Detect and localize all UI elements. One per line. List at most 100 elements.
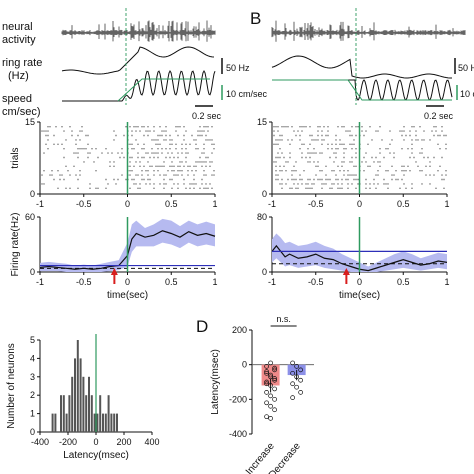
scalebar-time-right: 0.2 sec xyxy=(424,111,454,121)
summary-point xyxy=(268,374,273,380)
significance-label: n.s. xyxy=(276,314,291,324)
histogram-bar xyxy=(113,413,116,432)
summary-point xyxy=(272,396,277,402)
label-neural: neural xyxy=(2,21,33,33)
summary-point xyxy=(264,370,269,376)
rate-right-error-band xyxy=(272,233,447,272)
summary-point xyxy=(272,377,277,383)
rate-left-ytick-label: 60 xyxy=(25,212,35,222)
label-speed: speed xyxy=(2,93,32,105)
speed-envelope-left xyxy=(117,78,210,102)
histogram-bar xyxy=(102,413,104,432)
rate-right-xtick-label: 1 xyxy=(444,277,449,287)
rate-left-xtick-label: -0.5 xyxy=(76,277,92,287)
summary-point xyxy=(294,384,299,390)
histogram-bar xyxy=(90,395,93,432)
summary-point xyxy=(268,372,273,378)
panel-label-d: D xyxy=(196,317,208,336)
raster-right-xtick-label: -0.5 xyxy=(308,199,324,209)
histogram-bar xyxy=(68,395,71,432)
raster-right-xtick-label: 0.5 xyxy=(397,199,410,209)
summary-point xyxy=(268,383,273,388)
rate-left-xtick-label: 0.5 xyxy=(165,277,178,287)
raster-right-xtick-label: 1 xyxy=(444,199,449,209)
rate-left-ytick-label: 0 xyxy=(30,267,35,277)
firing-trace-left xyxy=(61,46,215,75)
raster-right-xtick-label: -1 xyxy=(268,199,276,209)
summary-point xyxy=(290,381,295,387)
raster-left-xtick-label: 1 xyxy=(212,199,217,209)
rate-left-mean-line xyxy=(39,230,216,270)
raster-left-xtick-label: 0.5 xyxy=(165,199,178,209)
rate-left-xtick-label: 1 xyxy=(212,277,217,287)
rate-right-xtick-label: 0 xyxy=(357,277,362,287)
histogram-bar xyxy=(116,413,118,432)
histogram-bar xyxy=(65,413,68,432)
summary-point xyxy=(264,381,269,387)
neural-trace-left xyxy=(61,20,216,42)
rate-left-xtick-label: 0 xyxy=(125,277,130,287)
summary-ylabel: Latency(msec) xyxy=(210,349,221,415)
summary-point xyxy=(272,365,277,371)
rate-left-onset-arrowhead xyxy=(110,268,118,275)
histogram-bar xyxy=(85,395,88,432)
latency-histogram-xtick-label: 0 xyxy=(93,437,98,447)
rate-right-xtick-label: 0.5 xyxy=(397,277,410,287)
example-traces xyxy=(61,8,466,105)
rate-left-xtick-label: -1 xyxy=(36,277,44,287)
summary-point xyxy=(298,367,303,373)
raster-left-ytick-label: 0 xyxy=(30,189,35,199)
firing-trace-right xyxy=(271,55,453,79)
raster-left-ylabel: trials xyxy=(10,147,21,168)
latency-histogram-xtick-label: -400 xyxy=(31,437,49,447)
latency-histogram-ytick-label: 2 xyxy=(30,390,35,400)
rate-right-xlabel: time(sec) xyxy=(339,290,380,301)
histogram-bar xyxy=(93,413,96,432)
histogram-bar xyxy=(51,413,54,432)
summary-point xyxy=(272,407,277,413)
summary-point xyxy=(298,390,303,395)
summary-point xyxy=(268,416,273,421)
summary-point xyxy=(272,367,277,373)
histogram-bar xyxy=(88,376,90,432)
summary-ytick-label: 0 xyxy=(242,360,247,370)
histogram-xlabel: Latency(msec) xyxy=(63,450,129,461)
summary-point xyxy=(290,370,295,376)
histogram-bar xyxy=(107,395,110,432)
summary-point xyxy=(298,377,303,383)
summary-ytick-label: -200 xyxy=(229,394,247,404)
scalebar-hz-right: 50 H xyxy=(458,63,474,73)
summary-point xyxy=(294,374,299,380)
summary-point xyxy=(294,364,299,369)
summary-point xyxy=(264,364,269,369)
latency-histogram-ytick-label: 0 xyxy=(30,427,35,437)
raster-right-ytick-label: 15 xyxy=(257,117,267,127)
latency-histogram-xtick-label: -200 xyxy=(59,437,77,447)
raster-right-ytick-label: 0 xyxy=(262,189,267,199)
summary-point xyxy=(268,403,273,409)
label-hz: (Hz) xyxy=(8,70,29,82)
histogram-bar xyxy=(99,395,102,432)
histogram-bar xyxy=(74,358,76,432)
histogram-bar xyxy=(60,395,62,432)
scalebar-hz-left: 50 Hz xyxy=(226,63,250,73)
rate-right-ytick-label: 0 xyxy=(262,267,267,277)
summary-point xyxy=(268,393,273,399)
summary-point xyxy=(264,400,269,406)
summary-point xyxy=(268,360,273,366)
summary-ytick-label: 200 xyxy=(232,325,247,335)
histogram-bar xyxy=(79,358,82,432)
histogram-bar xyxy=(71,376,74,432)
latency-histogram-ytick-label: 4 xyxy=(30,353,35,363)
summary-ytick-label: -400 xyxy=(229,429,247,439)
raster-right-xtick-label: 0 xyxy=(357,199,362,209)
latency-histogram-ytick-label: 5 xyxy=(30,335,35,345)
summary-point xyxy=(264,369,269,374)
scalebar-speed-left: 10 cm/sec xyxy=(226,89,268,99)
summary-point xyxy=(264,390,269,395)
latency-histogram-ytick-label: 3 xyxy=(30,372,35,382)
neural-trace-right xyxy=(271,20,466,42)
rate-right-ytick-label: 80 xyxy=(257,212,267,222)
rate-right-onset-arrowhead xyxy=(342,268,350,275)
histogram-bar xyxy=(82,376,85,432)
